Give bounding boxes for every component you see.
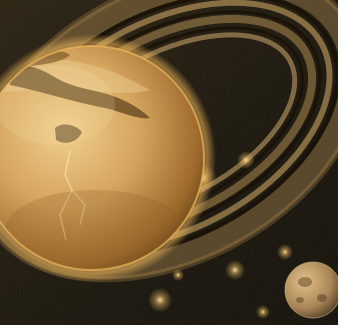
image-frame-bottom bbox=[0, 325, 343, 329]
planet-dark-feature bbox=[10, 66, 150, 119]
image-frame-right bbox=[338, 0, 343, 329]
planet-lightning bbox=[59, 149, 86, 241]
planet bbox=[0, 45, 205, 271]
moon bbox=[284, 261, 338, 319]
